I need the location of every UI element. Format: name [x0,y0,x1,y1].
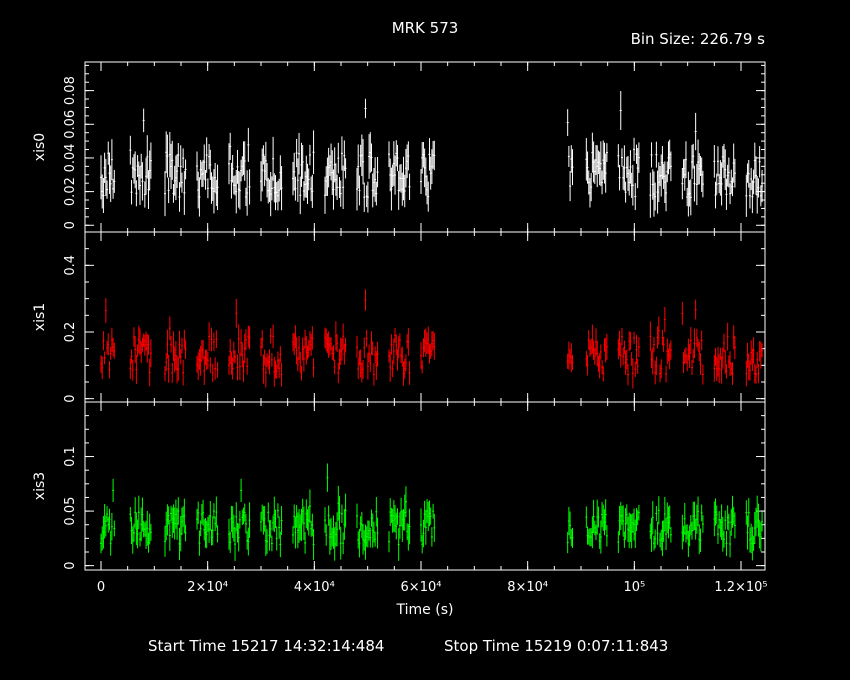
y-tick-label: 0.4 [63,255,78,276]
y-tick-label: 0 [63,561,78,569]
panel-ylabel: xis1 [32,303,48,331]
y-tick-label: 0 [63,395,78,403]
series-xis3 [100,463,764,561]
y-tick-label: 0.04 [63,143,78,172]
x-tick-label: 6×10⁴ [401,580,442,595]
x-tick-label: 1.2×10⁵ [714,580,767,595]
panel-ylabel: xis3 [32,472,48,500]
y-tick-label: 0.05 [63,497,78,526]
panel-frame [84,231,766,403]
panels: 0 0.02 0.04 0.06 0.08 xis0 0 0.2 0.4 xis1 0 0.05 0.1… [32,61,766,571]
y-tick-label: 0.06 [63,110,78,139]
series-xis1 [100,289,764,389]
panel-frame [84,61,766,233]
stop-time-label: Stop Time 15219 0:07:11:843 [444,637,668,655]
x-axis-ticks: 0 2×10⁴ 4×10⁴ 6×10⁴ 8×10⁴ 10⁵ 1.2×10⁵ [97,580,768,595]
start-time-label: Start Time 15217 14:32:14:484 [148,637,384,655]
chart-title: MRK 573 [392,19,459,37]
x-tick-label: 8×10⁴ [507,580,548,595]
y-tick-label: 0 [63,221,78,229]
series-xis0 [100,91,764,218]
x-axis-label: Time (s) [396,602,454,618]
y-tick-label: 0.02 [63,177,78,206]
x-tick-label: 2×10⁴ [187,580,228,595]
panel-xis1: 0 0.2 0.4 xis1 [32,231,766,403]
panel-xis3: 0 0.05 0.1 xis3 [32,401,766,571]
x-tick-label: 10⁵ [623,580,645,595]
bin-size-label: Bin Size: 226.79 s [631,30,766,48]
y-tick-label: 0.1 [63,446,78,467]
x-tick-label: 4×10⁴ [294,580,335,595]
panel-xis0: 0 0.02 0.04 0.06 0.08 xis0 [32,61,766,233]
panel-frame [84,401,766,571]
y-tick-label: 0.2 [63,322,78,343]
panel-ylabel: xis0 [32,133,48,161]
y-tick-label: 0.08 [63,76,78,105]
x-tick-label: 0 [97,580,105,595]
